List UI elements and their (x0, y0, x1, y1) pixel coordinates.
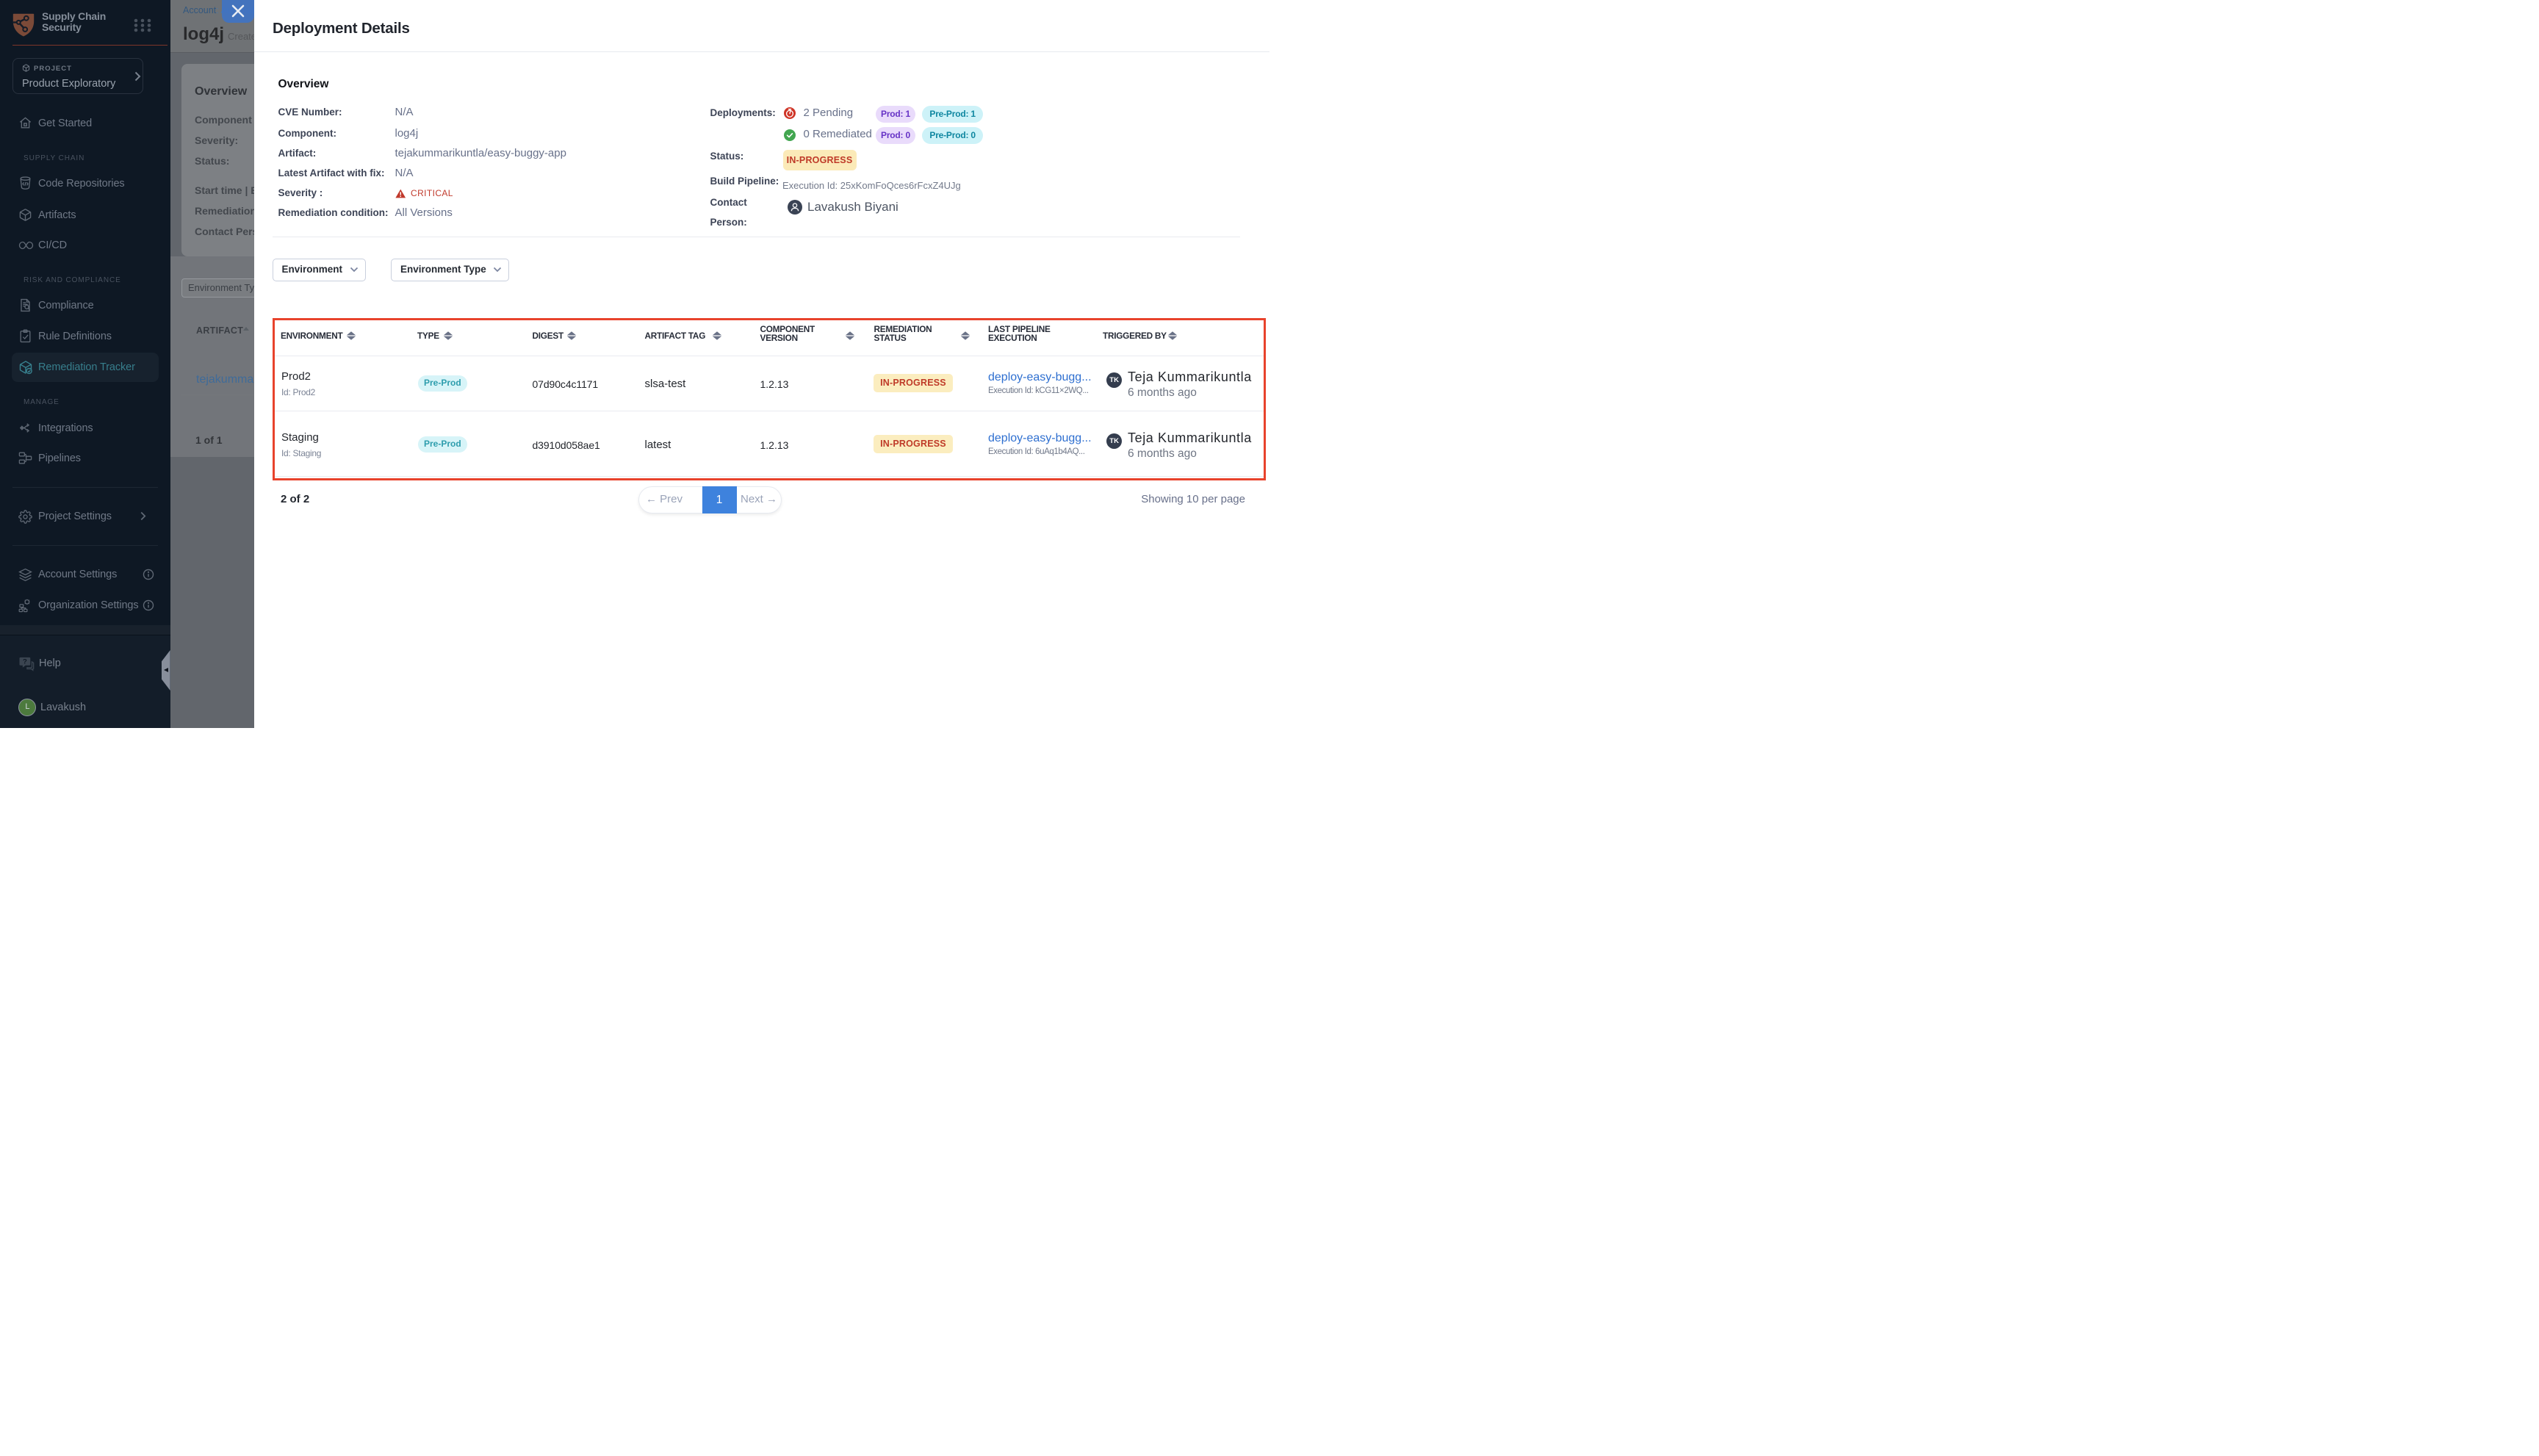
svg-text:?: ? (23, 658, 27, 666)
